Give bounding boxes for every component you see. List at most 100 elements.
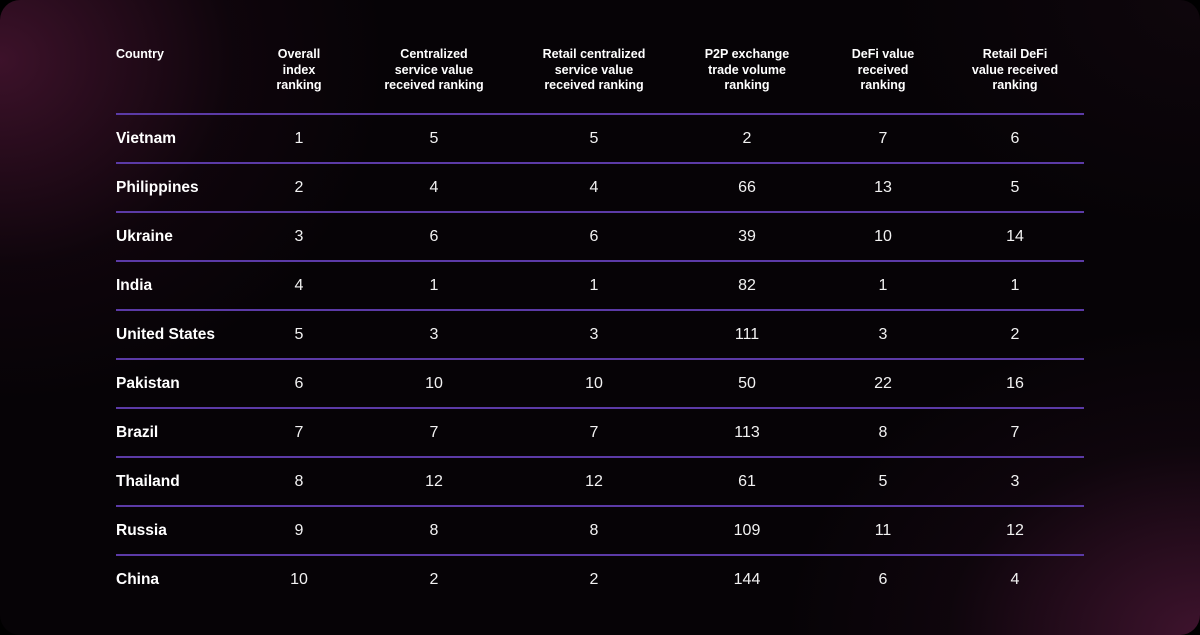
ranking-cell-overall-index-ranking: 10 bbox=[290, 570, 308, 588]
column-header-line: received bbox=[857, 62, 909, 77]
ranking-cell-retail-defi-value-received-ranking: 1 bbox=[1010, 276, 1020, 294]
ranking-cell-centralized-service-value-received-ranking: 1 bbox=[429, 276, 439, 294]
table-header-row: Country Overall index ranking Centralized ser… bbox=[116, 40, 1084, 115]
table-row: United States 5 3 3 111 3 2 bbox=[116, 311, 1084, 360]
column-header-line: received ranking bbox=[544, 78, 644, 92]
ranking-cell-retail-defi-value-received-ranking: 4 bbox=[1010, 570, 1020, 588]
column-header-line: trade volume bbox=[708, 62, 786, 77]
ranking-cell-defi-value-received-ranking: 22 bbox=[874, 374, 892, 392]
table-row: India 4 1 1 82 1 1 bbox=[116, 262, 1084, 311]
country-name-cell: United States bbox=[116, 325, 216, 343]
ranking-cell-p2p-exchange-trade-volume-ranking: 111 bbox=[734, 325, 760, 343]
ranking-cell-overall-index-ranking: 1 bbox=[294, 129, 304, 147]
ranking-cell-retail-defi-value-received-ranking: 5 bbox=[1010, 178, 1020, 196]
ranking-cell-retail-centralized-service-value-received-ranking: 12 bbox=[585, 472, 603, 490]
column-header-line: Retail centralized bbox=[542, 47, 646, 61]
column-header-line: Overall bbox=[277, 47, 321, 61]
column-header-line: service value bbox=[554, 62, 634, 77]
column-header-line: ranking bbox=[724, 78, 770, 92]
column-header-line: service value bbox=[394, 62, 474, 77]
ranking-cell-defi-value-received-ranking: 7 bbox=[878, 129, 888, 147]
table-row: Ukraine 3 6 6 39 10 14 bbox=[116, 213, 1084, 262]
table-row: China 10 2 2 144 6 4 bbox=[116, 556, 1084, 603]
country-name-cell: China bbox=[116, 570, 160, 588]
table-row: Vietnam 1 5 5 2 7 6 bbox=[116, 115, 1084, 164]
ranking-cell-retail-defi-value-received-ranking: 3 bbox=[1010, 472, 1020, 490]
ranking-cell-p2p-exchange-trade-volume-ranking: 39 bbox=[738, 227, 756, 245]
ranking-cell-defi-value-received-ranking: 8 bbox=[878, 423, 888, 441]
ranking-cell-centralized-service-value-received-ranking: 4 bbox=[429, 178, 439, 196]
table-row: Pakistan 6 10 10 50 22 16 bbox=[116, 360, 1084, 409]
country-name-cell: Ukraine bbox=[116, 227, 173, 245]
ranking-cell-retail-centralized-service-value-received-ranking: 8 bbox=[589, 521, 599, 539]
country-name-cell: Brazil bbox=[116, 423, 159, 441]
column-header-line: Retail DeFi bbox=[982, 47, 1048, 61]
ranking-cell-defi-value-received-ranking: 13 bbox=[874, 178, 892, 196]
ranking-cell-p2p-exchange-trade-volume-ranking: 2 bbox=[742, 129, 752, 147]
ranking-cell-centralized-service-value-received-ranking: 8 bbox=[429, 521, 439, 539]
ranking-cell-p2p-exchange-trade-volume-ranking: 61 bbox=[738, 472, 756, 490]
ranking-cell-overall-index-ranking: 4 bbox=[294, 276, 304, 294]
country-name-cell: Philippines bbox=[116, 178, 199, 196]
country-name-cell: Thailand bbox=[116, 472, 180, 490]
column-header-line: P2P exchange bbox=[704, 47, 790, 61]
ranking-cell-retail-centralized-service-value-received-ranking: 10 bbox=[585, 374, 603, 392]
ranking-cell-retail-centralized-service-value-received-ranking: 2 bbox=[589, 570, 599, 588]
ranking-cell-retail-defi-value-received-ranking: 16 bbox=[1006, 374, 1024, 392]
ranking-cell-defi-value-received-ranking: 5 bbox=[878, 472, 888, 490]
ranking-cell-defi-value-received-ranking: 11 bbox=[874, 521, 892, 539]
ranking-cell-overall-index-ranking: 7 bbox=[294, 423, 304, 441]
country-name-cell: Russia bbox=[116, 521, 167, 539]
column-header-line: ranking bbox=[992, 78, 1038, 92]
ranking-cell-retail-defi-value-received-ranking: 12 bbox=[1006, 521, 1024, 539]
ranking-cell-retail-defi-value-received-ranking: 14 bbox=[1006, 227, 1024, 245]
column-header-line: ranking bbox=[860, 78, 906, 92]
column-header-line: Country bbox=[116, 47, 164, 61]
ranking-cell-p2p-exchange-trade-volume-ranking: 144 bbox=[733, 570, 761, 588]
country-name-cell: Vietnam bbox=[116, 129, 177, 147]
ranking-cell-defi-value-received-ranking: 6 bbox=[878, 570, 888, 588]
ranking-cell-centralized-service-value-received-ranking: 10 bbox=[425, 374, 443, 392]
ranking-cell-centralized-service-value-received-ranking: 2 bbox=[429, 570, 439, 588]
table-row: Thailand 8 12 12 61 5 3 bbox=[116, 458, 1084, 507]
country-name-cell: Pakistan bbox=[116, 374, 180, 392]
table-row: Philippines 2 4 4 66 13 5 bbox=[116, 164, 1084, 213]
ranking-cell-centralized-service-value-received-ranking: 3 bbox=[429, 325, 439, 343]
ranking-cell-p2p-exchange-trade-volume-ranking: 66 bbox=[738, 178, 756, 196]
ranking-cell-overall-index-ranking: 3 bbox=[294, 227, 304, 245]
ranking-cell-defi-value-received-ranking: 10 bbox=[874, 227, 892, 245]
ranking-cell-overall-index-ranking: 9 bbox=[294, 521, 304, 539]
ranking-cell-defi-value-received-ranking: 3 bbox=[878, 325, 888, 343]
ranking-cell-centralized-service-value-received-ranking: 12 bbox=[425, 472, 443, 490]
ranking-cell-p2p-exchange-trade-volume-ranking: 113 bbox=[734, 423, 760, 441]
column-header-defi-value-received-ranking: DeFi value received ranking bbox=[820, 40, 946, 94]
column-header-country: Country bbox=[116, 40, 244, 63]
ranking-cell-overall-index-ranking: 8 bbox=[294, 472, 304, 490]
ranking-cell-p2p-exchange-trade-volume-ranking: 82 bbox=[738, 276, 756, 294]
ranking-cell-centralized-service-value-received-ranking: 6 bbox=[429, 227, 439, 245]
column-header-centralized-service-value-received-ranking: Centralized service value received ranking bbox=[354, 40, 514, 94]
ranking-cell-centralized-service-value-received-ranking: 7 bbox=[429, 423, 439, 441]
ranking-cell-retail-centralized-service-value-received-ranking: 7 bbox=[589, 423, 599, 441]
column-header-line: Centralized bbox=[400, 47, 468, 61]
ranking-cell-retail-defi-value-received-ranking: 7 bbox=[1010, 423, 1020, 441]
column-header-p2p-exchange-trade-volume-ranking: P2P exchange trade volume ranking bbox=[674, 40, 820, 94]
ranking-cell-p2p-exchange-trade-volume-ranking: 50 bbox=[738, 374, 756, 392]
column-header-line: value received bbox=[971, 62, 1059, 77]
ranking-cell-retail-defi-value-received-ranking: 2 bbox=[1010, 325, 1020, 343]
table-row: Brazil 7 7 7 113 8 7 bbox=[116, 409, 1084, 458]
column-header-retail-defi-value-received-ranking: Retail DeFi value received ranking bbox=[946, 40, 1084, 94]
ranking-cell-overall-index-ranking: 6 bbox=[294, 374, 304, 392]
ranking-cell-centralized-service-value-received-ranking: 5 bbox=[429, 129, 439, 147]
country-name-cell: India bbox=[116, 276, 153, 294]
column-header-line: received ranking bbox=[384, 78, 484, 92]
ranking-cell-retail-centralized-service-value-received-ranking: 5 bbox=[589, 129, 599, 147]
column-header-line: ranking bbox=[276, 78, 322, 92]
ranking-cell-retail-defi-value-received-ranking: 6 bbox=[1010, 129, 1020, 147]
column-header-line: index bbox=[282, 62, 316, 77]
country-ranking-table: Country Overall index ranking Centralized ser… bbox=[116, 40, 1084, 603]
ranking-cell-defi-value-received-ranking: 1 bbox=[878, 276, 888, 294]
ranking-cell-retail-centralized-service-value-received-ranking: 4 bbox=[589, 178, 599, 196]
ranking-cell-overall-index-ranking: 2 bbox=[294, 178, 304, 196]
